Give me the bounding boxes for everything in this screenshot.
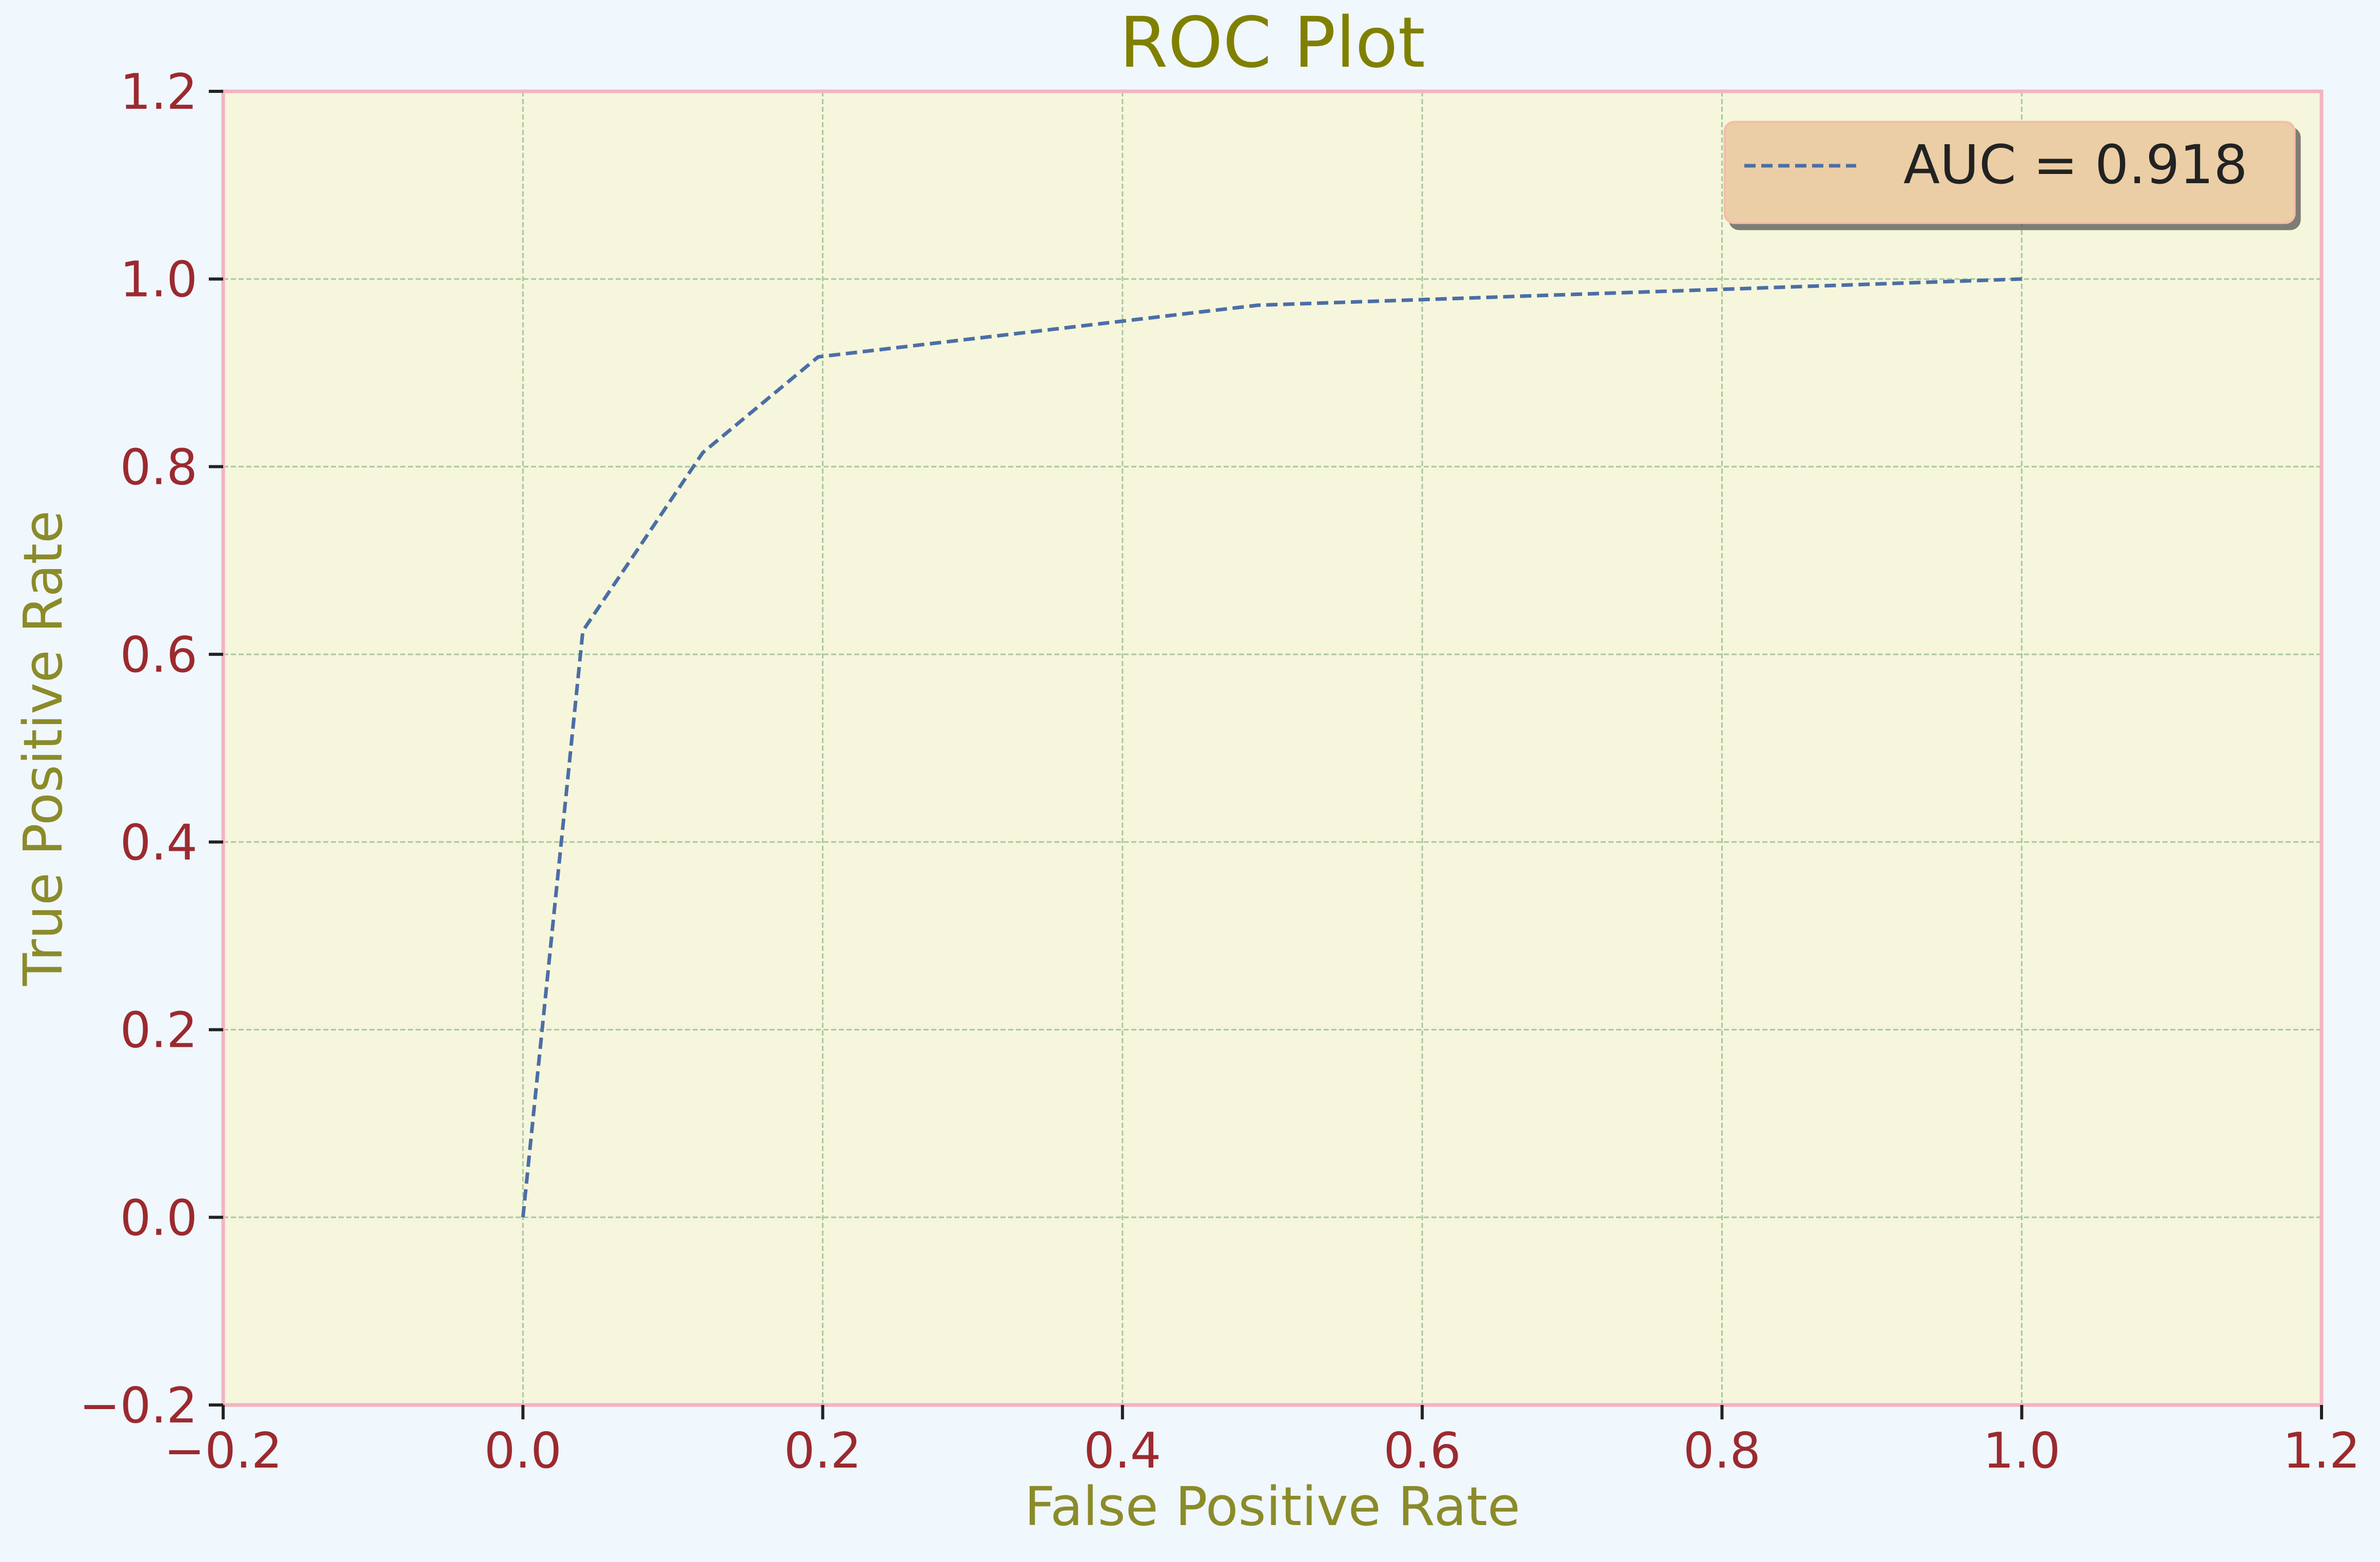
y-tick-label: 0.4 (120, 815, 198, 871)
y-tick-label: 0.6 (120, 627, 198, 684)
y-tick-label: 1.0 (120, 252, 198, 308)
y-tick-label: 1.2 (120, 64, 198, 121)
roc-curve-line (521, 277, 2022, 1218)
x-tick-label: −0.2 (164, 1423, 283, 1479)
y-tick-label: 0.8 (120, 439, 198, 496)
y-tick-label: 0.0 (120, 1190, 198, 1246)
x-tick-label: 0.2 (784, 1423, 861, 1479)
y-tick-label: −0.2 (79, 1378, 198, 1434)
legend-box (1723, 121, 2296, 224)
x-tick-label: 0.4 (1084, 1423, 1161, 1479)
series-layer (521, 277, 2022, 1218)
x-tick-label: 1.2 (2283, 1423, 2360, 1479)
legend-label: AUC = 0.918 (1903, 133, 2248, 196)
x-axis-label: False Positive Rate (1025, 1475, 1521, 1538)
x-tick-label: 1.0 (1983, 1423, 2060, 1479)
x-tick-label: 0.0 (484, 1423, 562, 1479)
grid (222, 90, 2323, 1406)
axis-ticks: −0.2 0.0 0.2 0.4 0.6 0.8 1.0 1.2 −0.2 0.0 0.2 0.4 0.… (79, 64, 2360, 1479)
chart-title: ROC Plot (1119, 3, 1425, 84)
plot-area (223, 91, 2322, 1405)
legend[interactable]: AUC = 0.918 (1723, 121, 2296, 224)
y-tick-label: 0.2 (120, 1003, 198, 1059)
x-tick-label: 0.8 (1683, 1423, 1761, 1479)
plot-frame (221, 89, 2324, 1407)
x-tick-label: 0.6 (1384, 1423, 1461, 1479)
y-axis-label: True Positive Rate (12, 511, 74, 986)
